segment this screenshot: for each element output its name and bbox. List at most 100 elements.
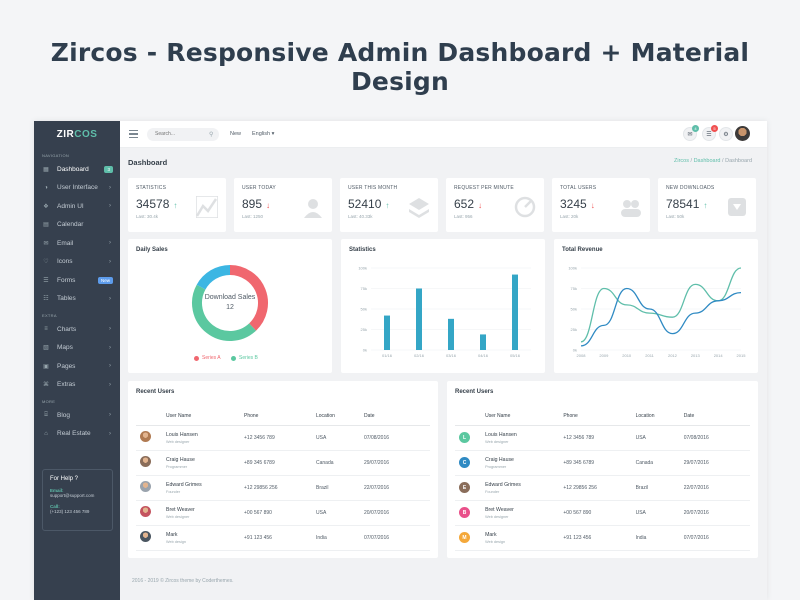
table-row[interactable]: E Edward Grimes Founder +12 29856 256 Brazil… [455, 475, 750, 501]
menu-icon[interactable] [129, 130, 138, 138]
user-name[interactable]: Craig Hause [485, 456, 514, 463]
user-avatar[interactable]: B [459, 507, 470, 518]
user-name[interactable]: Bret Weaver [166, 506, 195, 513]
column-header[interactable]: Location [635, 407, 684, 426]
messages-button[interactable]: ☰ 5 [702, 125, 718, 141]
user-name[interactable]: Craig Hause [166, 456, 195, 463]
user-name[interactable]: Edward Grimes [485, 481, 521, 488]
location-cell: India [635, 525, 684, 551]
user-avatar[interactable]: C [459, 457, 470, 468]
table-row[interactable]: L Louis Hansen Web designer +12 3456 789 USA… [455, 425, 750, 451]
user-avatar[interactable]: E [459, 482, 470, 493]
table-header-row: User Name Phone Location Date [136, 407, 430, 426]
sidebar-item-label: Dashboard [57, 165, 89, 173]
column-header[interactable]: Phone [244, 407, 316, 426]
table-row[interactable]: Louis Hansen Web designer +12 3456 789 USA 0… [136, 425, 430, 451]
notification-button[interactable]: ✉ 4 [683, 125, 699, 141]
column-header[interactable]: Location [316, 407, 364, 426]
sidebar-item-maps[interactable]: ▧ Maps › [34, 339, 120, 358]
sidebar-item-label: Email [57, 239, 74, 247]
table-row[interactable]: Bret Weaver Web designer +00 567 890 USA 20/… [136, 500, 430, 526]
user-name[interactable]: Louis Hansen [166, 431, 198, 438]
user-avatar[interactable]: M [459, 532, 470, 543]
user-avatar[interactable] [140, 456, 151, 467]
statistics-title: Statistics [349, 247, 376, 253]
search-icon[interactable]: ⚲ [209, 132, 214, 138]
series-line-2[interactable] [580, 287, 742, 347]
sidebar-item-label: Real Estate [57, 430, 91, 438]
user-name[interactable]: Bret Weaver [485, 506, 514, 513]
table-row[interactable]: B Bret Weaver Web designer +00 567 890 USA 20… [455, 500, 750, 526]
charts-icon: ≡ [44, 326, 48, 333]
arrow-up-icon: ↑ [385, 201, 390, 210]
user-name[interactable]: Mark [166, 531, 178, 538]
column-header[interactable]: Date [683, 407, 750, 426]
sidebar-item-blog[interactable]: ⌸ Blog › [34, 406, 120, 425]
sidebar-item-forms[interactable]: ☰ Forms New [34, 271, 120, 290]
user-avatar[interactable] [140, 481, 151, 492]
donut-slice-series-a[interactable] [229, 265, 268, 331]
series-line-1[interactable] [580, 267, 742, 343]
table-row[interactable]: Craig Hause Programmer +89 345 6789 Canada 2… [136, 450, 430, 476]
sidebar-item-label: User Interface [57, 184, 98, 192]
y-tick-label: 50k [571, 307, 577, 312]
stat-last: Last: 30.4k [136, 214, 159, 219]
breadcrumb-item[interactable]: Dashboard [693, 158, 721, 164]
bar[interactable] [384, 315, 390, 350]
sidebar-item-icons[interactable]: ♡ Icons › [34, 253, 120, 272]
user-role: Web designer [166, 439, 190, 444]
donut-slice-series-b[interactable] [192, 284, 257, 341]
language-select[interactable]: English ▾ [252, 131, 275, 137]
donut-slice-series-c[interactable] [196, 265, 231, 290]
column-header[interactable]: Date [364, 407, 430, 426]
donut-center-value: 12 [226, 304, 234, 311]
dashboard-app: ZIRCOS Navigation ▦ Dashboard 3 ◑ User Interf… [34, 121, 767, 600]
sidebar-item-dashboard[interactable]: ▦ Dashboard 3 [34, 160, 120, 179]
sidebar-item-charts[interactable]: ≡ Charts › [34, 320, 120, 339]
sidebar-item-extras[interactable]: ⌘ Extras › [34, 376, 120, 395]
breadcrumb-item[interactable]: Zircos [674, 158, 689, 164]
bar[interactable] [448, 318, 454, 350]
settings-button[interactable]: ⚙ [719, 127, 733, 141]
phone-cell: +00 567 890 [244, 500, 316, 526]
column-header[interactable]: User Name [485, 407, 564, 426]
user-avatar[interactable] [140, 506, 151, 517]
user-name[interactable]: Mark [485, 531, 497, 538]
table-row[interactable]: Edward Grimes Founder +12 29856 256 Brazil 2… [136, 475, 430, 501]
help-email[interactable]: support@support.com [50, 493, 95, 498]
user-avatar[interactable] [735, 126, 750, 141]
user-name[interactable]: Edward Grimes [166, 481, 202, 488]
user-avatar[interactable]: L [459, 432, 470, 443]
help-phone[interactable]: (+123) 123 456 789 [50, 509, 90, 514]
sidebar-item-calendar[interactable]: ▤ Calendar [34, 216, 120, 235]
search-input[interactable] [147, 128, 219, 141]
user-name[interactable]: Louis Hansen [485, 431, 517, 438]
phone-cell: +91 123 456 [563, 525, 636, 551]
sidebar-item-pages[interactable]: ▣ Pages › [34, 357, 120, 376]
date-cell: 29/07/2016 [364, 450, 430, 476]
sidebar-item-tables[interactable]: ☷ Tables › [34, 290, 120, 309]
sidebar-item-label: Tables [57, 295, 76, 303]
stat-value-row: 3245 ↓ [560, 197, 642, 211]
new-link[interactable]: New [230, 131, 242, 137]
nav-section-label: Extra [42, 313, 57, 318]
sidebar-item-email[interactable]: ✉ Email › [34, 234, 120, 253]
user-avatar[interactable] [140, 531, 151, 542]
table-row[interactable]: M Mark Web design +91 123 456 India 07/07/201… [455, 525, 750, 551]
bar[interactable] [480, 334, 486, 350]
table-row[interactable]: C Craig Hause Programmer +89 345 6789 Canada… [455, 450, 750, 476]
table-header-row: User Name Phone Location Date [455, 407, 750, 426]
sidebar-item-real-estate[interactable]: ⌂ Real Estate › [34, 425, 120, 444]
user-avatar[interactable] [140, 431, 151, 442]
table-row[interactable]: Mark Web design +91 123 456 India 07/07/2016 [136, 525, 430, 551]
location-cell: USA [316, 425, 364, 451]
logo[interactable]: ZIRCOS [34, 121, 120, 148]
language-label: English [252, 131, 271, 137]
column-header[interactable]: User Name [166, 407, 244, 426]
x-tick-label: 03/16 [446, 353, 457, 358]
sidebar-item-admin-ui[interactable]: ❖ Admin UI › [34, 197, 120, 216]
bar[interactable] [512, 274, 518, 350]
column-header[interactable]: Phone [563, 407, 636, 426]
sidebar-item-user-interface[interactable]: ◑ User Interface › [34, 179, 120, 198]
bar[interactable] [416, 288, 422, 351]
